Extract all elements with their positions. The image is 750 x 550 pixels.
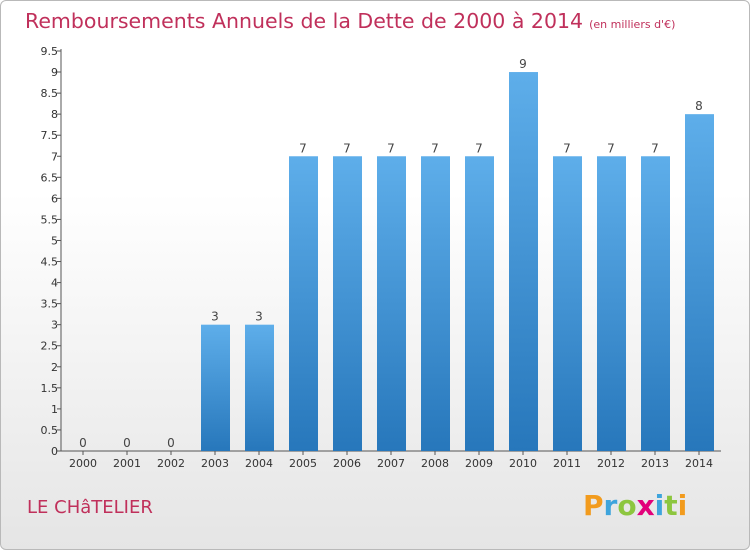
x-tick-label: 2007 <box>377 457 405 470</box>
x-tick-label: 2004 <box>245 457 273 470</box>
logo-letter: r <box>603 489 618 522</box>
x-tick-label: 2003 <box>201 457 229 470</box>
x-tick-label: 2014 <box>685 457 713 470</box>
bar-value-label: 9 <box>519 57 527 71</box>
x-tick-label: 2001 <box>113 457 141 470</box>
x-tick-label: 2000 <box>69 457 97 470</box>
x-tick-label: 2008 <box>421 457 449 470</box>
bar <box>597 156 626 451</box>
y-tick-label: 6 <box>51 192 58 205</box>
y-tick-label: 6.5 <box>41 171 59 184</box>
bar <box>377 156 406 451</box>
x-tick-label: 2002 <box>157 457 185 470</box>
y-tick-label: 5.5 <box>41 213 59 226</box>
y-tick-label: 8.5 <box>41 87 59 100</box>
bar-layer: 0 0 0 3 3 7 7 7 7 7 9 7 7 7 8 <box>79 57 714 451</box>
logo-letter: o <box>617 489 637 522</box>
bar-value-label: 7 <box>343 141 351 155</box>
bar-value-label: 3 <box>211 310 219 324</box>
bar-value-label: 7 <box>299 141 307 155</box>
x-tick-label: 2005 <box>289 457 317 470</box>
x-tick-label: 2013 <box>641 457 669 470</box>
x-tick-label: 2011 <box>553 457 581 470</box>
y-tick-label: 3 <box>51 319 58 332</box>
bar-value-label: 7 <box>431 141 439 155</box>
x-tick-label: 2006 <box>333 457 361 470</box>
bar <box>509 72 538 451</box>
y-tick-label: 7.5 <box>41 129 59 142</box>
y-tick-label: 0.5 <box>41 424 59 437</box>
bar-value-label: 7 <box>387 141 395 155</box>
logo-letter: t <box>664 489 678 522</box>
bar-value-label: 0 <box>79 436 87 450</box>
bar-value-label: 8 <box>695 99 703 113</box>
chart-title-text: Remboursements Annuels de la Dette de 20… <box>25 9 584 33</box>
x-tick-label: 2012 <box>597 457 625 470</box>
chart-unit: (en milliers d'€) <box>589 18 676 31</box>
bar <box>289 156 318 451</box>
y-tick-label: 2.5 <box>41 340 59 353</box>
y-tick-label: 0 <box>51 445 58 458</box>
y-tick-label: 1.5 <box>41 382 59 395</box>
bar-value-label: 0 <box>123 436 131 450</box>
y-tick-label: 8 <box>51 108 58 121</box>
bar <box>201 324 230 451</box>
y-tick-label: 1 <box>51 403 58 416</box>
y-tick-label: 4.5 <box>41 256 59 269</box>
y-tick-label: 2 <box>51 361 58 374</box>
commune-name: LE CHâTELIER <box>27 497 153 518</box>
x-tick-label: 2010 <box>509 457 537 470</box>
chart-title: Remboursements Annuels de la Dette de 20… <box>25 9 675 33</box>
logo-letter: i <box>654 489 665 522</box>
y-tick-label: 3.5 <box>41 298 59 311</box>
y-tick-label: 5 <box>51 234 58 247</box>
bar <box>465 156 494 451</box>
bar-value-label: 7 <box>651 141 659 155</box>
bar <box>333 156 362 451</box>
bar <box>421 156 450 451</box>
bar <box>553 156 582 451</box>
bar <box>245 324 274 451</box>
bar-value-label: 7 <box>563 141 571 155</box>
bar <box>685 114 714 451</box>
logo-letter: i <box>677 489 688 522</box>
bar-value-label: 7 <box>607 141 615 155</box>
logo-letter: P <box>583 489 604 522</box>
y-tick-label: 7 <box>51 150 58 163</box>
y-tick-label: 4 <box>51 277 58 290</box>
y-tick-label: 9 <box>51 66 58 79</box>
proxiti-logo: Proxiti <box>583 489 687 522</box>
bar-value-label: 3 <box>255 310 263 324</box>
y-tick-label: 9.5 <box>41 45 59 58</box>
axis-layer: 0 0.5 1 1.5 2 2.5 3 3.5 4 4.5 5 5.5 6 6.5 7 7.5 8 8.5 9 9.5… <box>41 45 721 470</box>
logo-letter: x <box>636 489 655 522</box>
bar <box>641 156 670 451</box>
bar-value-label: 7 <box>475 141 483 155</box>
x-tick-label: 2009 <box>465 457 493 470</box>
bar-value-label: 0 <box>167 436 175 450</box>
